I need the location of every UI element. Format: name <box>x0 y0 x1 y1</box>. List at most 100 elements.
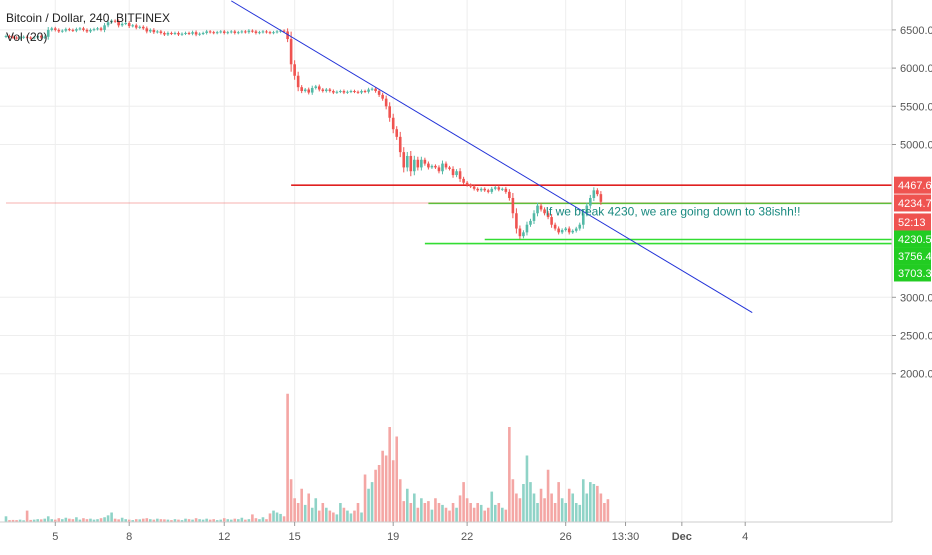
candle-body <box>194 32 198 35</box>
candle-body <box>96 28 99 30</box>
candle-body <box>191 32 194 34</box>
candle-body <box>32 37 36 39</box>
volume-bar <box>43 518 47 522</box>
candle-body <box>462 178 465 183</box>
candle-body <box>233 31 237 33</box>
volume-bar <box>156 518 159 522</box>
candle-body <box>282 30 286 32</box>
price-tick-label: 5000.0 <box>900 140 932 152</box>
candle-body <box>78 28 82 30</box>
candle-body <box>215 32 219 34</box>
price-label-box-resistance <box>894 176 931 194</box>
volume-bar <box>8 520 11 522</box>
candle-body <box>149 29 152 32</box>
candle-body <box>187 32 191 34</box>
candle-body <box>286 31 289 40</box>
volume-bar <box>317 510 321 522</box>
volume-bar <box>381 450 384 522</box>
volume-bar <box>546 469 550 522</box>
volume-bar <box>145 518 149 522</box>
volume-bar <box>349 513 353 522</box>
candle-body <box>398 136 402 153</box>
volume-bar <box>166 519 170 522</box>
candle-body <box>275 31 279 33</box>
candle-body <box>437 167 441 172</box>
volume-bar <box>472 507 476 522</box>
price-label-box-countdown <box>894 213 931 231</box>
volume-bar <box>282 516 286 522</box>
candle-body <box>208 31 212 33</box>
volume-bar <box>279 513 282 522</box>
candle-body <box>332 91 335 93</box>
volume-bar <box>444 507 448 522</box>
volume-bar <box>504 509 508 522</box>
price-tick-label: 5500.0 <box>900 101 932 113</box>
candle-body <box>4 36 8 38</box>
candle-body <box>254 31 258 33</box>
time-axis[interactable]: 5 8 12 15 19 22 26 13:30 Dec 4 <box>0 521 892 543</box>
volume-bar <box>560 498 564 522</box>
candle-body <box>589 197 592 206</box>
candle-body <box>529 220 532 225</box>
volume-bar <box>360 512 363 522</box>
trendline-layer[interactable] <box>231 0 753 314</box>
volume-bar <box>113 518 117 522</box>
candle-body <box>127 23 131 27</box>
volume-bar <box>110 512 113 522</box>
candle-body <box>272 32 275 34</box>
volume-bar <box>589 482 592 522</box>
candle-body <box>141 26 145 29</box>
price-label-box-support <box>894 247 931 265</box>
candle-body <box>117 21 120 26</box>
volume-bar <box>325 507 328 522</box>
volume-bar <box>25 510 29 522</box>
volume-bar <box>18 519 22 522</box>
volume-bar <box>356 503 360 522</box>
volume-bar <box>272 510 275 522</box>
volume-bar <box>339 503 342 522</box>
volume-bar <box>120 517 124 522</box>
volume-bar <box>191 519 194 522</box>
volume-bar <box>233 518 237 522</box>
volume-bar <box>289 479 293 522</box>
volume-bar <box>247 519 251 522</box>
volume-bar <box>117 519 120 522</box>
volume-bar <box>251 514 254 522</box>
volume-bar <box>462 482 465 522</box>
volume-bar <box>131 520 135 522</box>
horizontal-lines <box>6 184 892 245</box>
volume-bar <box>307 493 311 522</box>
volume-bar <box>215 520 219 522</box>
volume-bar <box>314 498 318 522</box>
candle-body <box>314 86 318 88</box>
candle-body <box>219 31 223 33</box>
candle-body <box>159 31 163 33</box>
volume-bar <box>32 519 36 522</box>
volume-bar <box>240 517 244 522</box>
volume-bar <box>437 503 441 522</box>
candle-body <box>536 205 539 214</box>
volume-bar <box>138 519 142 522</box>
candle-body <box>226 32 230 34</box>
candle-body <box>557 228 560 233</box>
volume-bar <box>363 474 367 522</box>
volume-bar <box>36 519 39 522</box>
volume-bar <box>229 519 233 522</box>
volume-bar <box>434 498 437 522</box>
volume-bar <box>124 519 127 522</box>
candle-body <box>518 228 522 237</box>
volume-bar <box>335 514 339 522</box>
volume-bar <box>567 488 571 522</box>
volume-bar <box>194 518 198 522</box>
candle-body <box>532 213 536 221</box>
candle-body <box>170 32 173 34</box>
candle-body <box>50 28 54 30</box>
volume-bar <box>402 501 406 522</box>
candle-body <box>486 190 490 192</box>
price-axis[interactable]: 8500.08000.07500.07000.06500.06000.05500… <box>891 0 932 522</box>
volume-bar <box>187 519 191 522</box>
time-tick-label: 13:30 <box>612 531 640 543</box>
candle-body <box>490 188 494 192</box>
